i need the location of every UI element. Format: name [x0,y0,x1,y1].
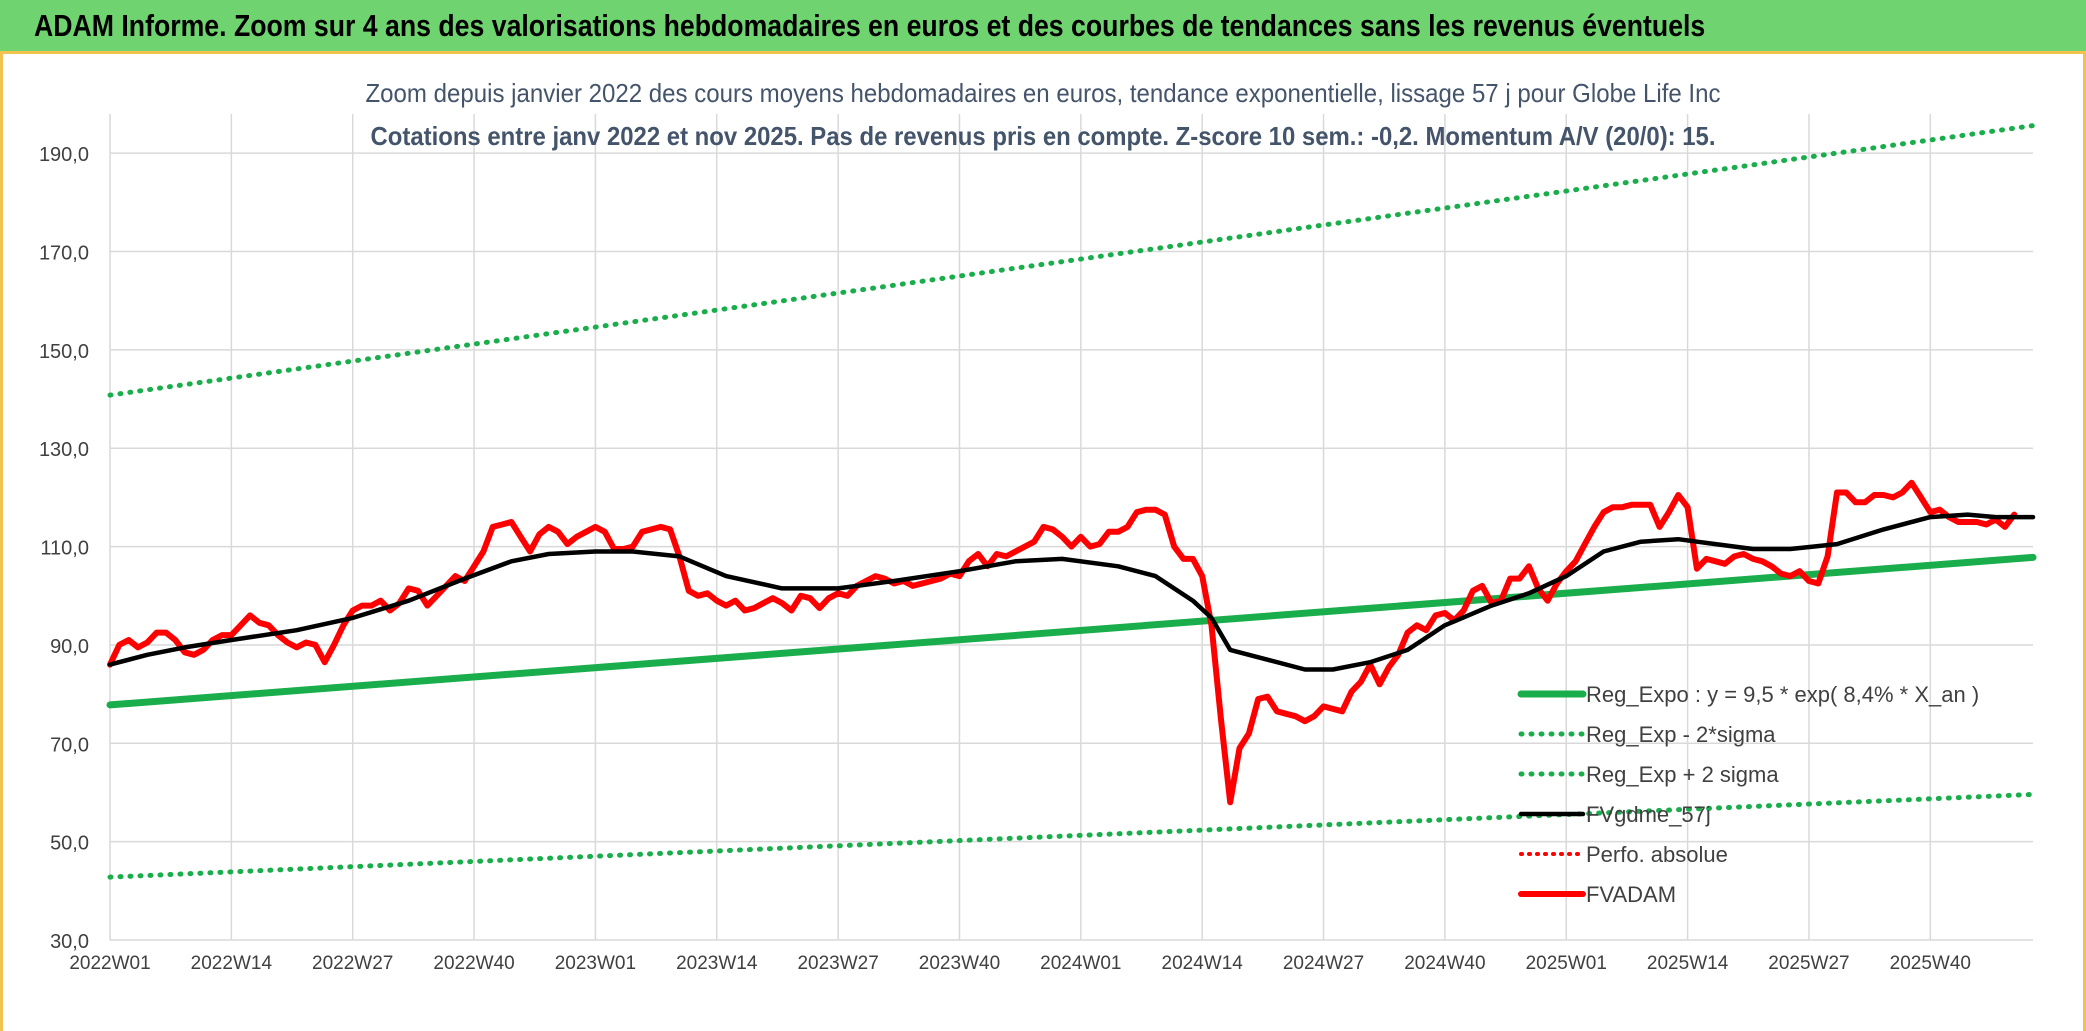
legend-label-1: Reg_Exp - 2*sigma [1586,722,1776,747]
horizontal-gridlines [110,152,2033,941]
x-axis-tick-labels: 2022W01 2022W14 2022W27 2022W40 2023W01 2023W… [69,953,1971,974]
x-tick-label: 2024W40 [1404,953,1485,974]
y-tick-label: 30,0 [50,931,89,953]
banner-title: ADAM Informe. Zoom sur 4 ans des valoris… [34,8,1706,43]
y-tick-label: 90,0 [50,636,89,658]
line-chart: Zoom depuis janvier 2022 des cours moyen… [39,78,2037,974]
legend-label-5: FVADAM [1586,882,1676,907]
x-tick-label: 2022W27 [312,953,393,974]
series-layer [106,123,2037,880]
x-tick-label: 2022W14 [191,953,273,974]
x-tick-label: 2023W27 [797,953,878,974]
series-line-1 [107,791,2036,880]
chart-title: Zoom depuis janvier 2022 des cours moyen… [366,78,1721,108]
x-tick-label: 2024W14 [1162,953,1244,974]
series-line-3 [107,512,2036,672]
x-tick-label: 2025W14 [1647,953,1729,974]
y-axis-tick-labels: 30,0 50,0 70,0 90,0 110,0 130,0 150,0 170,0 190,… [39,144,89,953]
y-tick-label: 130,0 [39,439,89,461]
y-tick-label: 190,0 [39,144,89,166]
x-tick-label: 2022W40 [433,953,514,974]
y-tick-label: 70,0 [50,734,89,756]
x-tick-label: 2023W01 [555,953,636,974]
x-tick-label: 2022W01 [69,953,150,974]
x-tick-label: 2025W01 [1526,953,1607,974]
chart-frame: Zoom depuis janvier 2022 des cours moyen… [0,54,2086,1031]
x-tick-label: 2025W40 [1890,953,1971,974]
x-tick-label: 2024W27 [1283,953,1364,974]
series-line-2 [107,123,2036,398]
legend-label-2: Reg_Exp + 2 sigma [1586,762,1779,787]
legend-label-4: Perfo. absolue [1586,842,1728,867]
x-tick-label: 2023W14 [676,953,758,974]
y-tick-label: 50,0 [50,833,89,855]
x-tick-label: 2024W01 [1040,953,1121,974]
x-tick-label: 2025W27 [1768,953,1849,974]
x-tick-label: 2023W40 [919,953,1000,974]
y-tick-label: 110,0 [40,538,89,560]
y-tick-label: 150,0 [39,341,89,363]
series-line-5 [107,479,2018,806]
chart-subtitle: Cotations entre janv 2022 et nov 2025. P… [371,121,1716,151]
header-banner: ADAM Informe. Zoom sur 4 ans des valoris… [0,0,2086,54]
legend-label-3: FVgdme_57j [1586,802,1711,827]
legend-label-0: Reg_Expo : y = 9,5 * exp( 8,4% * X_an ) [1586,682,1979,707]
series-line-0 [106,553,2037,709]
y-tick-label: 170,0 [39,243,89,265]
legend: Reg_Expo : y = 9,5 * exp( 8,4% * X_an ) R… [1517,682,1979,907]
